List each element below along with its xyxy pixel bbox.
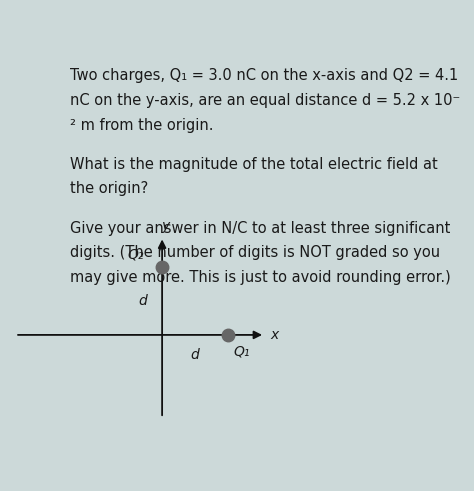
Text: Give your answer in N/C to at least three significant: Give your answer in N/C to at least thre… (70, 221, 451, 236)
Text: d: d (139, 294, 147, 308)
Text: the origin?: the origin? (70, 181, 148, 196)
Text: Q₁: Q₁ (234, 344, 250, 358)
Text: may give more. This is just to avoid rounding error.): may give more. This is just to avoid rou… (70, 270, 451, 285)
Text: nC on the y-axis, are an equal distance d = 5.2 x 10⁻: nC on the y-axis, are an equal distance … (70, 93, 461, 108)
Text: d: d (191, 348, 200, 362)
Text: y: y (161, 219, 169, 233)
Text: Two charges, Q₁ = 3.0 nC on the x-axis and Q2 = 4.1: Two charges, Q₁ = 3.0 nC on the x-axis a… (70, 68, 458, 83)
Text: Q₂: Q₂ (127, 247, 144, 261)
Text: What is the magnitude of the total electric field at: What is the magnitude of the total elect… (70, 157, 438, 172)
Text: digits. (The number of digits is NOT graded so you: digits. (The number of digits is NOT gra… (70, 246, 440, 260)
Text: ² m from the origin.: ² m from the origin. (70, 117, 214, 133)
Text: x: x (271, 328, 279, 342)
